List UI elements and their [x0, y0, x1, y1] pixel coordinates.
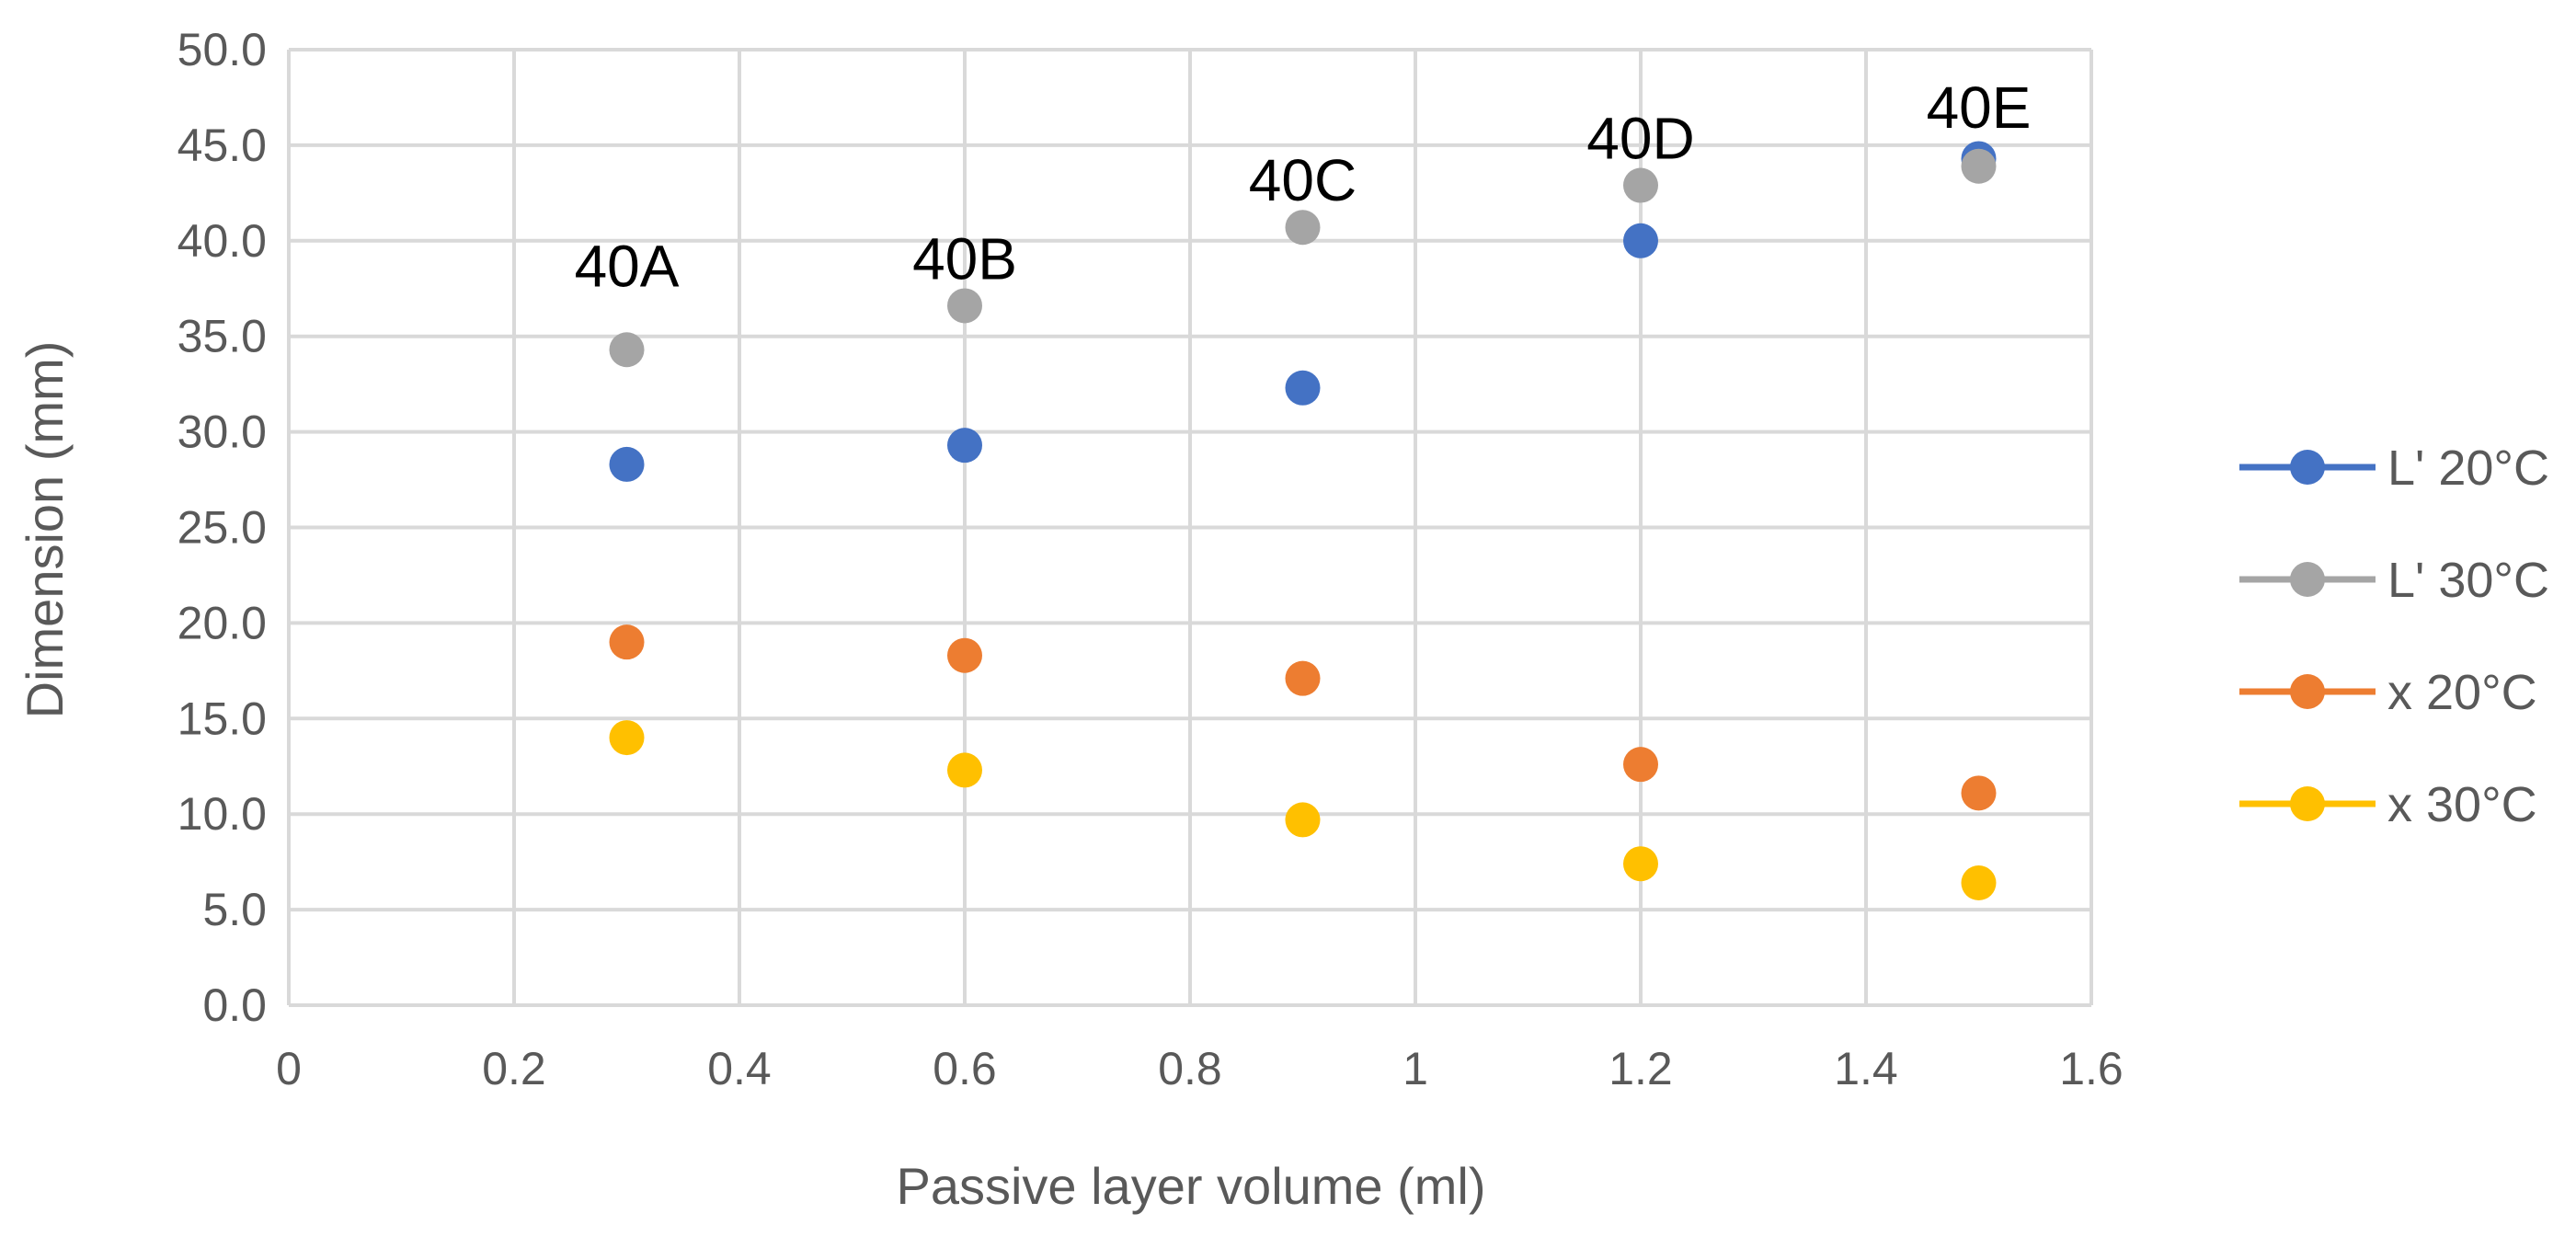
legend-marker [2290, 674, 2325, 709]
series-2 [609, 148, 1997, 368]
y-tick-label: 50.0 [177, 24, 267, 75]
legend-label: L' 20°C [2387, 441, 2549, 496]
legend-label: L' 30°C [2387, 553, 2549, 608]
data-point [947, 637, 982, 673]
y-axis-ticks: 0.0 5.0 10.0 15.0 20.0 25.0 30.0 35.0 40.0 45.0 50… [177, 24, 267, 1031]
legend-label: x 30°C [2387, 777, 2537, 832]
point-annotation: 40A [575, 234, 680, 300]
data-point [1285, 660, 1321, 696]
data-point [1623, 747, 1658, 783]
point-annotation: 40C [1249, 147, 1357, 213]
legend-label: x 20°C [2387, 665, 2537, 720]
legend-item: x 20°C [2239, 665, 2537, 720]
y-tick-label: 0.0 [202, 979, 267, 1031]
data-points [609, 141, 1997, 901]
x-tick-label: 0.4 [707, 1043, 772, 1094]
point-annotations: 40A 40B 40C 40D 40E [575, 74, 2032, 299]
x-axis-title: Passive layer volume (ml) [896, 1157, 1485, 1215]
y-tick-label: 45.0 [177, 120, 267, 171]
point-annotation: 40D [1586, 105, 1694, 171]
data-point [947, 288, 982, 324]
legend-item: L' 20°C [2239, 441, 2549, 496]
data-point [947, 752, 982, 788]
data-point [609, 332, 645, 368]
x-tick-label: 0.2 [482, 1043, 546, 1094]
x-tick-label: 1.6 [2059, 1043, 2124, 1094]
data-point [1961, 148, 1997, 184]
data-point [1285, 802, 1321, 838]
grid [287, 48, 2093, 1007]
x-tick-label: 1.2 [1609, 1043, 1673, 1094]
legend-item: L' 30°C [2239, 553, 2549, 608]
data-point [1285, 210, 1321, 246]
data-point [1623, 846, 1658, 882]
data-point [1623, 167, 1658, 203]
y-tick-label: 5.0 [202, 884, 267, 935]
y-axis-title: Dimension (mm) [16, 341, 74, 719]
y-tick-label: 25.0 [177, 502, 267, 554]
data-point [609, 720, 645, 756]
x-tick-label: 1 [1402, 1043, 1428, 1094]
series-3 [609, 624, 1997, 811]
data-point [609, 446, 645, 482]
data-point [1961, 775, 1997, 811]
x-axis-ticks: 0 0.2 0.4 0.6 0.8 1 1.2 1.4 1.6 [276, 1043, 2124, 1094]
series-1 [609, 141, 1997, 482]
legend-marker [2290, 450, 2325, 485]
x-tick-label: 1.4 [1834, 1043, 1898, 1094]
legend: L' 20°C L' 30°C x 20°C x 30°C [2239, 441, 2549, 832]
data-point [1285, 370, 1321, 406]
y-tick-label: 10.0 [177, 788, 267, 840]
y-tick-label: 35.0 [177, 311, 267, 362]
point-annotation: 40B [912, 225, 1017, 292]
legend-marker [2290, 562, 2325, 597]
data-point [1623, 223, 1658, 258]
x-tick-label: 0.8 [1158, 1043, 1222, 1094]
y-tick-label: 20.0 [177, 597, 267, 648]
point-annotation: 40E [1927, 74, 2032, 141]
data-point [609, 624, 645, 660]
y-tick-label: 40.0 [177, 215, 267, 267]
y-tick-label: 30.0 [177, 406, 267, 458]
x-tick-label: 0 [276, 1043, 302, 1094]
y-tick-label: 15.0 [177, 693, 267, 744]
data-point [947, 428, 982, 464]
legend-marker [2290, 786, 2325, 821]
data-point [1961, 865, 1997, 901]
x-tick-label: 0.6 [933, 1043, 997, 1094]
legend-item: x 30°C [2239, 777, 2537, 832]
series-4 [609, 720, 1997, 901]
